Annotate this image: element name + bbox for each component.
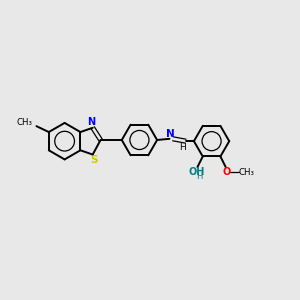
Text: O: O bbox=[223, 167, 231, 177]
Text: H: H bbox=[196, 172, 202, 181]
Text: N: N bbox=[166, 129, 174, 139]
Text: CH₃: CH₃ bbox=[16, 118, 33, 127]
Text: N: N bbox=[88, 118, 96, 128]
Text: CH₃: CH₃ bbox=[238, 168, 254, 177]
Text: OH: OH bbox=[188, 167, 205, 177]
Text: H: H bbox=[179, 142, 186, 152]
Text: S: S bbox=[91, 155, 98, 166]
